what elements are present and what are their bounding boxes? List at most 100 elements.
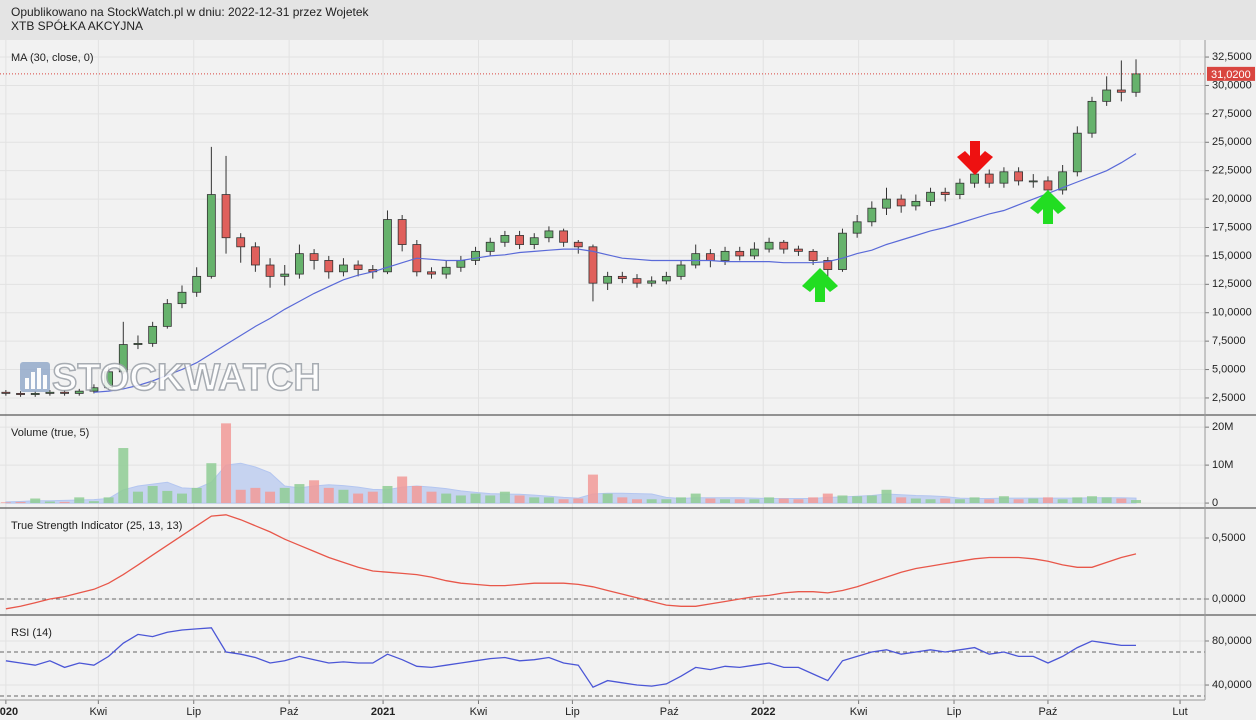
candle-body <box>206 194 216 277</box>
y-tick-label: 80,0000 <box>1212 635 1252 647</box>
volume-bar <box>984 499 995 504</box>
buy-arrow <box>1030 190 1066 224</box>
candle-body <box>60 391 69 394</box>
volume-bar <box>147 485 158 504</box>
candle-body <box>705 253 715 261</box>
volume-bar <box>118 448 129 504</box>
candle-body <box>984 173 994 184</box>
candle-body <box>89 387 99 392</box>
candle-body <box>324 260 334 273</box>
x-tick-label: Kwi <box>89 706 107 718</box>
candle-body <box>118 344 128 373</box>
panel-title: MA (30, close, 0) <box>11 52 94 64</box>
candle-body <box>632 278 642 284</box>
volume-bar <box>954 499 965 504</box>
volume-bar <box>1131 500 1142 504</box>
candle-body <box>471 250 480 261</box>
volume-bar <box>499 491 510 504</box>
x-tick-label: 2021 <box>371 706 395 718</box>
volume-bar <box>940 498 951 504</box>
candle-body <box>45 391 55 394</box>
y-tick-label: 30,0000 <box>1212 79 1252 91</box>
volume-bar <box>1057 499 1068 504</box>
candle-body <box>1 391 11 394</box>
candle-body <box>823 260 833 270</box>
volume-bar <box>896 497 907 504</box>
volume-bar <box>720 499 731 504</box>
y-tick-label: 7,5000 <box>1212 335 1246 347</box>
y-tick-label: 40,0000 <box>1212 679 1252 691</box>
volume-bar <box>176 493 187 504</box>
candle-body <box>867 207 877 223</box>
volume-bar <box>294 484 305 504</box>
volume-bar <box>279 487 290 504</box>
candle-body <box>427 271 436 275</box>
candle-body <box>441 266 451 275</box>
x-tick-label: Kwi <box>850 706 868 718</box>
volume-bar <box>88 501 99 504</box>
volume-bar <box>162 490 173 504</box>
volume-bar <box>822 493 833 504</box>
volume-bar <box>441 493 452 504</box>
header-line: Opublikowano na StockWatch.pl w dniu: 20… <box>11 5 370 19</box>
candle-body <box>339 264 348 273</box>
panel-title: RSI (14) <box>11 627 52 639</box>
candle-body <box>838 232 847 270</box>
buy-arrow <box>802 268 838 302</box>
y-tick-label: 0,0000 <box>1212 593 1246 605</box>
candle-body <box>779 241 789 250</box>
volume-bar <box>617 497 628 504</box>
candle-body <box>720 250 730 261</box>
volume-bar <box>15 501 26 504</box>
candle-body <box>221 194 231 239</box>
volume-bar <box>367 491 378 504</box>
volume-bar <box>734 499 745 504</box>
y-tick-label: 10M <box>1212 459 1233 471</box>
volume-bar <box>969 497 980 504</box>
candle-body <box>808 250 818 261</box>
y-tick-label: 25,0000 <box>1212 136 1252 148</box>
candle-body <box>1028 180 1038 183</box>
volume-bar <box>1101 497 1112 504</box>
candle-body <box>250 246 260 266</box>
volume-bar <box>485 495 496 504</box>
volume-bar <box>866 495 877 504</box>
candle-body <box>295 253 304 275</box>
header-band <box>0 0 1256 40</box>
volume-bar <box>587 474 598 504</box>
volume-bar <box>0 502 11 504</box>
candle-body <box>383 219 392 273</box>
candle-body <box>177 291 187 305</box>
x-tick-label: Kwi <box>470 706 488 718</box>
volume-bar <box>470 493 481 504</box>
volume-bar <box>44 501 55 504</box>
candle-body <box>896 198 906 207</box>
y-tick-label: 22,5000 <box>1212 165 1252 177</box>
candle-body <box>940 191 950 195</box>
candle-body <box>148 325 158 344</box>
candle-body <box>485 241 495 252</box>
volume-bar <box>998 496 1009 504</box>
volume-bar <box>30 498 41 504</box>
watermark: STOCKWATCH <box>52 357 321 399</box>
volume-bar <box>265 491 276 504</box>
volume-bar <box>411 485 422 504</box>
watermark-logo <box>20 362 50 392</box>
candle-body <box>309 253 319 261</box>
candle-body <box>603 275 613 284</box>
y-tick-label: 0,5000 <box>1212 532 1246 544</box>
x-tick-label: Paź <box>1038 706 1057 718</box>
y-tick-label: 32,5000 <box>1212 51 1252 63</box>
candle-body <box>104 371 114 389</box>
volume-bar <box>309 480 320 504</box>
candle-body <box>1087 100 1097 134</box>
candle-body <box>559 230 569 243</box>
candle-body <box>617 275 627 280</box>
candle-body <box>544 230 554 239</box>
candle-body <box>661 275 671 282</box>
y-tick-label: 0 <box>1212 497 1218 509</box>
volume-bar <box>1086 496 1097 504</box>
last-price-label: 31,0200 <box>1211 69 1251 81</box>
volume-bar <box>455 495 466 504</box>
volume-bar <box>529 497 540 504</box>
